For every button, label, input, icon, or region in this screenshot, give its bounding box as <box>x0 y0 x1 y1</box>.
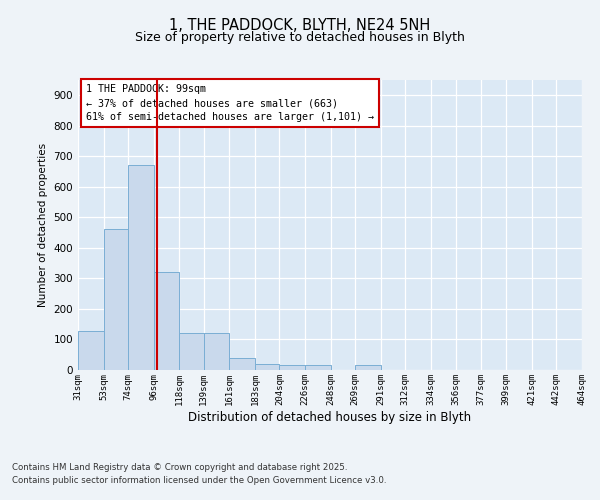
Bar <box>229 358 255 370</box>
Bar <box>104 229 128 370</box>
Bar <box>128 165 154 370</box>
Bar <box>204 334 229 370</box>
Bar <box>355 366 380 370</box>
Bar <box>78 331 104 370</box>
Bar <box>179 334 204 370</box>
Text: Contains HM Land Registry data © Crown copyright and database right 2025.: Contains HM Land Registry data © Crown c… <box>12 464 347 472</box>
Y-axis label: Number of detached properties: Number of detached properties <box>38 143 48 307</box>
Bar <box>305 366 331 370</box>
Bar <box>154 272 179 370</box>
Text: Contains public sector information licensed under the Open Government Licence v3: Contains public sector information licen… <box>12 476 386 485</box>
Text: 1 THE PADDOCK: 99sqm
← 37% of detached houses are smaller (663)
61% of semi-deta: 1 THE PADDOCK: 99sqm ← 37% of detached h… <box>86 84 374 122</box>
Bar <box>280 366 305 370</box>
Text: 1, THE PADDOCK, BLYTH, NE24 5NH: 1, THE PADDOCK, BLYTH, NE24 5NH <box>169 18 431 32</box>
Bar <box>255 364 280 370</box>
X-axis label: Distribution of detached houses by size in Blyth: Distribution of detached houses by size … <box>188 410 472 424</box>
Text: Size of property relative to detached houses in Blyth: Size of property relative to detached ho… <box>135 31 465 44</box>
